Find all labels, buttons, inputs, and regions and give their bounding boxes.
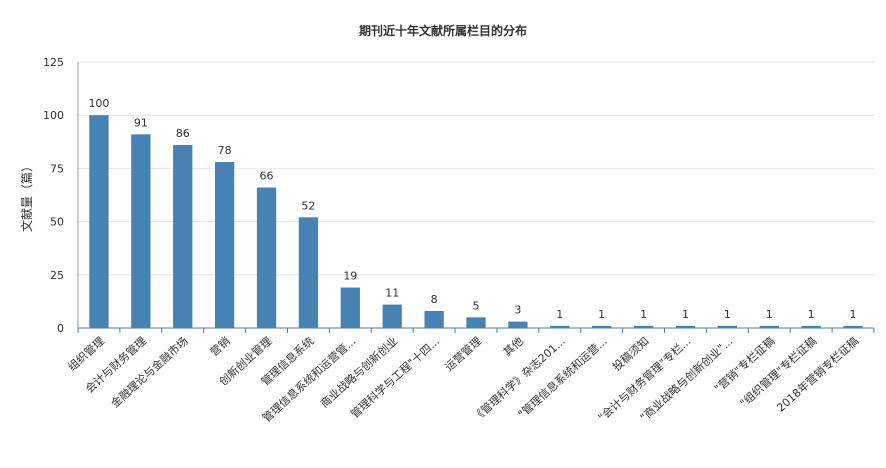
category-label: 运营管理 bbox=[442, 334, 484, 374]
data-label: 52 bbox=[301, 199, 315, 212]
category-label: "组织管理"专栏征稿 bbox=[737, 334, 819, 410]
y-tick-label: 100 bbox=[43, 109, 64, 122]
data-label: 3 bbox=[514, 304, 521, 317]
bar[interactable] bbox=[675, 325, 696, 328]
bar[interactable] bbox=[801, 325, 821, 328]
category-label: 金融理论与金融市场 bbox=[108, 334, 191, 411]
data-label: 86 bbox=[176, 127, 190, 140]
data-label: 1 bbox=[682, 308, 689, 321]
bar-layer bbox=[89, 115, 863, 328]
category-label: 投稿须知 bbox=[610, 334, 652, 374]
data-label: 1 bbox=[556, 308, 563, 321]
bar[interactable] bbox=[89, 115, 109, 328]
data-label: 1 bbox=[598, 308, 605, 321]
bar[interactable] bbox=[466, 317, 486, 328]
bar[interactable] bbox=[131, 134, 151, 328]
data-label: 66 bbox=[260, 170, 274, 183]
data-label: 11 bbox=[385, 287, 399, 300]
data-label: 1 bbox=[640, 308, 647, 321]
data-label: 91 bbox=[134, 116, 148, 129]
y-tick-label: 50 bbox=[50, 216, 64, 229]
data-label: 78 bbox=[218, 144, 232, 157]
category-label: 其他 bbox=[501, 335, 526, 359]
data-label: 1 bbox=[850, 308, 857, 321]
data-label: 8 bbox=[431, 293, 438, 306]
bar[interactable] bbox=[843, 325, 863, 328]
data-label: 5 bbox=[473, 299, 480, 312]
bar[interactable] bbox=[298, 217, 319, 328]
bar[interactable] bbox=[382, 304, 402, 328]
bar[interactable] bbox=[508, 321, 528, 328]
chart-title: 期刊近十年文献所属栏目的分布 bbox=[358, 24, 527, 38]
bar[interactable] bbox=[592, 325, 612, 328]
y-tick-label: 125 bbox=[43, 56, 64, 69]
data-label: 100 bbox=[88, 97, 109, 110]
category-label: 2018年营销专栏征稿 bbox=[774, 334, 861, 415]
bar[interactable] bbox=[550, 325, 570, 328]
bar[interactable] bbox=[717, 325, 738, 328]
y-axis-label: 文献量（篇） bbox=[19, 160, 34, 232]
bar[interactable] bbox=[340, 287, 360, 328]
data-label: 1 bbox=[766, 308, 773, 321]
bar[interactable] bbox=[173, 144, 193, 328]
bar[interactable] bbox=[633, 325, 654, 328]
category-label: 商业战略与创新创业 bbox=[317, 334, 400, 411]
category-label: 组织管理 bbox=[65, 334, 107, 374]
y-tick-label: 0 bbox=[57, 322, 64, 335]
data-label: 19 bbox=[343, 270, 357, 283]
bar[interactable] bbox=[424, 310, 444, 328]
category-label: 营销 bbox=[207, 334, 233, 359]
bar[interactable] bbox=[759, 325, 779, 328]
axis-layer: 0 25 50 75 100 125 bbox=[43, 56, 875, 335]
y-tick-label: 75 bbox=[50, 162, 64, 175]
bar[interactable] bbox=[214, 162, 235, 328]
grid-layer bbox=[78, 61, 874, 276]
y-tick-label: 25 bbox=[50, 269, 64, 282]
bar[interactable] bbox=[256, 187, 277, 328]
data-label: 1 bbox=[808, 308, 815, 321]
data-label: 1 bbox=[724, 308, 731, 321]
